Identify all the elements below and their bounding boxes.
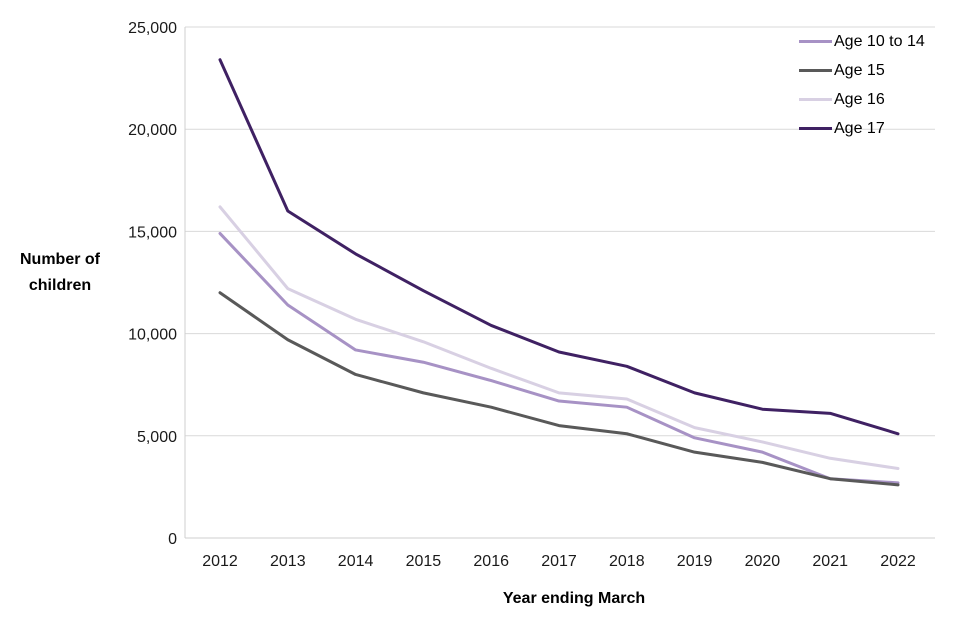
y-tick-label: 20,000 [128, 122, 177, 139]
x-tick-label: 2022 [880, 553, 916, 570]
y-axis-title: Number of children [20, 251, 100, 294]
series-line-age-17 [218, 58, 900, 436]
legend-item-age-10-to-14: Age 10 to 14 [799, 27, 925, 56]
x-tick-label: 2014 [338, 553, 374, 570]
series-line-age-16 [218, 205, 900, 471]
legend-label: Age 10 to 14 [834, 32, 925, 50]
legend: Age 10 to 14 Age 15 Age 16 Age 17 [799, 27, 925, 143]
legend-item-age-17: Age 17 [799, 114, 925, 143]
y-tick-label: 0 [168, 531, 177, 548]
legend-item-age-15: Age 15 [799, 56, 925, 85]
legend-item-age-16: Age 16 [799, 85, 925, 114]
legend-label: Age 15 [834, 61, 885, 79]
legend-line-swatch [799, 69, 832, 72]
y-tick-label: 10,000 [128, 327, 177, 344]
x-axis-title: Year ending March [502, 590, 646, 607]
y-tick-label: 15,000 [128, 224, 177, 241]
x-tick-label: 2016 [473, 553, 509, 570]
legend-line-swatch [799, 127, 832, 130]
y-tick-label: 5,000 [137, 429, 177, 446]
legend-line-swatch [799, 98, 832, 101]
x-tick-label: 2017 [541, 553, 577, 570]
series-line-age-15 [218, 291, 900, 487]
legend-label: Age 16 [834, 90, 885, 108]
x-tick-label: 2018 [609, 553, 645, 570]
x-tick-label: 2019 [677, 553, 713, 570]
series-line-age-10-to-14 [218, 231, 900, 485]
x-tick-label: 2021 [812, 553, 848, 570]
x-tick-label: 2020 [745, 553, 781, 570]
legend-label: Age 17 [834, 119, 885, 137]
x-tick-label: 2012 [202, 553, 238, 570]
y-tick-label: 25,000 [128, 20, 177, 37]
x-tick-label: 2013 [270, 553, 306, 570]
x-tick-label: 2015 [406, 553, 442, 570]
legend-line-swatch [799, 40, 832, 43]
